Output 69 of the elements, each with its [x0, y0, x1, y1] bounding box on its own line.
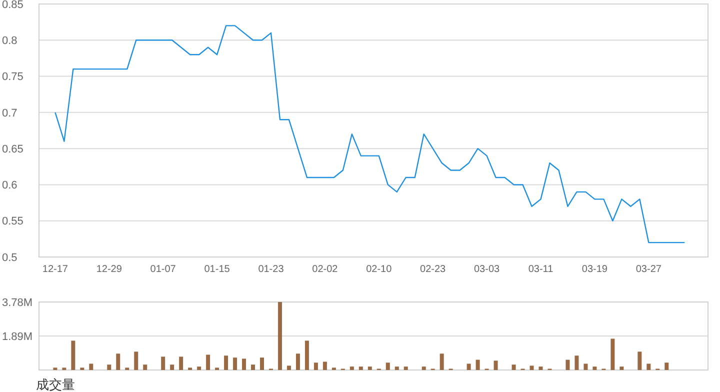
y-tick-label: 0.7 — [2, 107, 18, 120]
y-tick-label: 0.65 — [2, 143, 24, 156]
bar — [440, 354, 444, 370]
bar — [620, 366, 624, 370]
bar — [638, 352, 642, 370]
bar — [322, 362, 327, 370]
bar — [512, 364, 516, 370]
x-tick-label: 12-29 — [96, 264, 122, 275]
x-tick-label: 02-23 — [420, 264, 446, 275]
bar — [538, 366, 543, 370]
x-axis-title: 成交量 — [36, 377, 75, 392]
bar — [592, 366, 597, 370]
line-series — [54, 25, 686, 244]
bar — [646, 364, 651, 370]
x-tick-label: 03-03 — [474, 264, 500, 275]
x-tick-label: 02-10 — [366, 264, 392, 275]
bar — [350, 366, 354, 370]
y-tick-label: 0.75 — [2, 71, 24, 84]
x-tick-label: 12-17 — [42, 264, 68, 275]
bar — [260, 358, 264, 370]
bar — [161, 356, 166, 370]
bar — [296, 354, 300, 370]
y-tick-label: 0.55 — [2, 216, 24, 228]
y-tick-label: 1.89M — [2, 330, 33, 343]
bar — [170, 364, 174, 370]
bar — [530, 366, 534, 370]
y-tick-label: 0.8 — [2, 34, 18, 47]
x-tick-label: 01-15 — [204, 264, 230, 275]
x-tick-label: 03-27 — [636, 264, 662, 275]
bar — [278, 302, 282, 370]
bar — [304, 340, 309, 370]
bar — [116, 354, 120, 370]
bar — [386, 362, 390, 370]
bar — [566, 360, 570, 370]
bar — [584, 364, 588, 370]
x-tick-label: 03-19 — [582, 264, 608, 275]
bar — [233, 358, 238, 370]
bar — [494, 360, 498, 370]
bar — [664, 362, 669, 370]
bar — [358, 366, 363, 370]
bar — [251, 364, 256, 370]
bar — [206, 354, 210, 370]
x-tick-label: 01-07 — [150, 264, 176, 275]
bar — [71, 340, 76, 370]
bar — [286, 366, 291, 370]
bar — [394, 366, 399, 370]
y-tick-label: 3.78M — [2, 296, 33, 309]
bar — [314, 362, 318, 370]
x-tick-label: 01-23 — [258, 264, 284, 275]
bar — [134, 352, 138, 370]
bar — [89, 364, 94, 370]
bar — [574, 356, 579, 370]
bar — [107, 364, 112, 370]
x-tick-label: 02-02 — [312, 264, 338, 275]
bar — [476, 360, 480, 370]
bar — [610, 338, 615, 370]
bar — [197, 366, 202, 370]
bar — [179, 356, 184, 370]
bar — [368, 366, 372, 370]
y-tick-label: 0.6 — [2, 180, 18, 192]
bar — [242, 358, 246, 370]
bar — [404, 366, 408, 370]
y-tick-label: 0.5 — [2, 252, 18, 264]
bar — [466, 364, 471, 370]
y-tick-label: 0.85 — [2, 0, 24, 11]
x-tick-label: 03-11 — [528, 264, 554, 275]
bar — [143, 364, 148, 370]
bar — [224, 356, 228, 370]
bar — [422, 366, 426, 370]
